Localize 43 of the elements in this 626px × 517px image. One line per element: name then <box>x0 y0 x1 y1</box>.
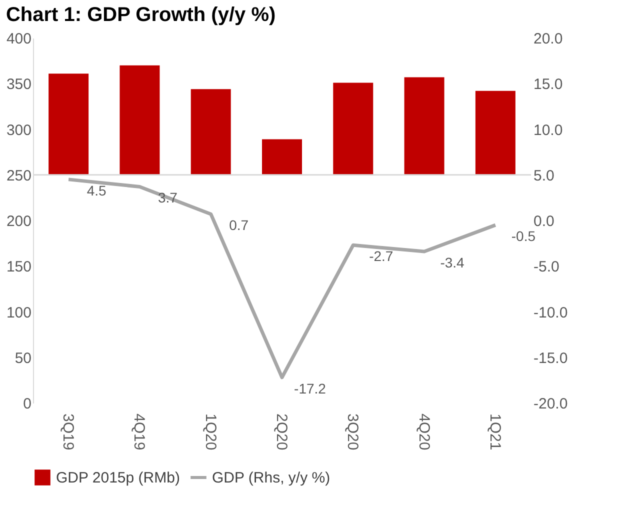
line-series <box>66 178 498 380</box>
x-tick-label: 4Q20 <box>415 414 432 450</box>
y-tick-label: 250 <box>6 167 32 184</box>
chart-title: Chart 1: GDP Growth (y/y %) <box>6 4 276 26</box>
y2-tick-label: -20.0 <box>534 396 568 412</box>
y2-tick-label: 20.0 <box>534 30 563 48</box>
legend-label: GDP (Rhs, y/y %) <box>212 470 330 486</box>
y-tick-label: 50 <box>14 350 32 367</box>
y-tick-label: 200 <box>6 213 32 230</box>
data-label: 3.7 <box>158 190 178 206</box>
y-tick-label: 100 <box>6 304 32 322</box>
data-label: -2.7 <box>369 248 394 264</box>
bar <box>404 77 444 175</box>
y-tick-label: 400 <box>6 30 32 48</box>
x-tick-label: 3Q20 <box>344 414 362 450</box>
x-tick-label: 2Q20 <box>273 414 290 450</box>
data-label: 0.7 <box>229 217 249 234</box>
x-tick-label: 4Q19 <box>130 414 148 450</box>
y-tick-label: 150 <box>6 258 32 276</box>
y-tick-label: 350 <box>6 76 32 94</box>
data-label: -3.4 <box>440 254 465 271</box>
bar <box>475 90 516 175</box>
y2-tick-label: -15.0 <box>534 350 568 367</box>
x-tick-label: 3Q19 <box>60 414 77 450</box>
bar <box>190 89 231 175</box>
x-tick-label: 1Q20 <box>202 414 219 450</box>
x-tick-label: 1Q21 <box>486 414 504 450</box>
y2-tick-label: 0.0 <box>534 213 554 230</box>
bar <box>333 82 374 175</box>
y-tick-label: 0 <box>23 396 32 412</box>
data-label: -0.5 <box>511 228 536 244</box>
y2-tick-label: -10.0 <box>534 304 568 322</box>
y2-tick-label: 10.0 <box>534 122 563 139</box>
legend-label: GDP 2015p (RMb) <box>56 470 180 486</box>
bar <box>262 139 302 175</box>
data-label: 4.5 <box>86 182 107 198</box>
y2-tick-label: 15.0 <box>534 76 563 94</box>
y-tick-label: 300 <box>6 122 32 139</box>
y2-tick-label: 5.0 <box>534 167 554 184</box>
data-label: -17.2 <box>294 380 326 396</box>
y2-tick-label: -5.0 <box>534 258 560 276</box>
bar <box>48 74 89 175</box>
bar <box>120 65 160 175</box>
